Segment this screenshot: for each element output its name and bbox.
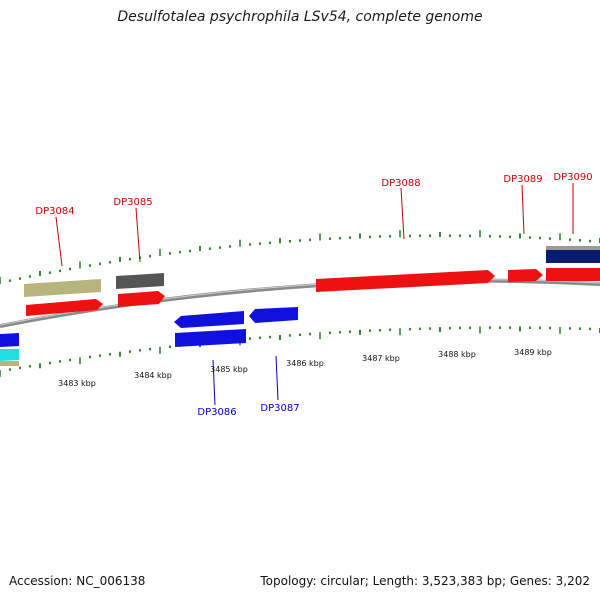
- gene-label-dp3086[interactable]: DP3086: [197, 407, 236, 418]
- feature-arrow-dp3085[interactable]: [118, 291, 165, 307]
- feature-block-gray[interactable]: [116, 273, 164, 289]
- forward-features: [24, 250, 600, 316]
- inner-tick-row: [0, 326, 600, 377]
- feature-arrow-dp3084[interactable]: [26, 299, 103, 316]
- scale-label: 3488 kbp: [438, 350, 476, 359]
- scale-label: 3484 kbp: [134, 371, 172, 380]
- accession-text: Accession: NC_006138: [9, 574, 146, 588]
- reverse-features: [0, 307, 298, 361]
- feature-sliver-left: [0, 361, 19, 366]
- feature-sliver-upper: [546, 246, 600, 250]
- leader-dp3084: [55, 216, 63, 267]
- feature-block-left-blue[interactable]: [0, 333, 19, 347]
- feature-arrow-dp3086-upper[interactable]: [174, 311, 244, 328]
- gene-label-dp3089[interactable]: DP3089: [503, 174, 542, 185]
- feature-block-dp3086-lower[interactable]: [175, 329, 246, 347]
- genome-summary-text: Topology: circular; Length: 3,523,383 bp…: [260, 574, 590, 588]
- feature-block-left-cyan[interactable]: [0, 349, 19, 361]
- scale-label: 3487 kbp: [362, 354, 400, 363]
- scale-label: 3489 kbp: [514, 348, 552, 357]
- gene-label-leaders: [55, 183, 574, 406]
- feature-block-navy[interactable]: [546, 250, 600, 263]
- outer-tick-row: [0, 230, 600, 284]
- gene-label-dp3085[interactable]: DP3085: [113, 197, 152, 208]
- feature-arrow-dp3090[interactable]: [546, 268, 600, 281]
- scale-label: 3483 kbp: [58, 379, 96, 388]
- gene-labels: DP3084 DP3085 DP3088 DP3089 DP3090 DP308…: [35, 172, 592, 418]
- leader-dp3089: [521, 184, 525, 235]
- gene-label-dp3087[interactable]: DP3087: [260, 403, 299, 414]
- gene-label-dp3088[interactable]: DP3088: [381, 178, 420, 189]
- gene-label-dp3084[interactable]: DP3084: [35, 206, 74, 217]
- feature-arrow-dp3089[interactable]: [508, 269, 543, 282]
- map-title: Desulfotalea psychrophila LSv54, complet…: [117, 9, 483, 25]
- leader-dp3087: [275, 355, 279, 401]
- leader-dp3088: [400, 187, 405, 240]
- gene-label-dp3090[interactable]: DP3090: [553, 172, 592, 183]
- feature-arrow-dp3088[interactable]: [316, 270, 495, 292]
- scale-labels: 3483 kbp 3484 kbp 3485 kbp 3486 kbp 3487…: [58, 348, 552, 388]
- scale-label: 3486 kbp: [286, 359, 324, 368]
- leader-dp3086: [212, 359, 216, 406]
- scale-label: 3485 kbp: [210, 365, 248, 374]
- feature-arrow-dp3087[interactable]: [249, 307, 298, 323]
- feature-block-khaki[interactable]: [24, 279, 101, 297]
- leader-dp3085: [135, 207, 141, 263]
